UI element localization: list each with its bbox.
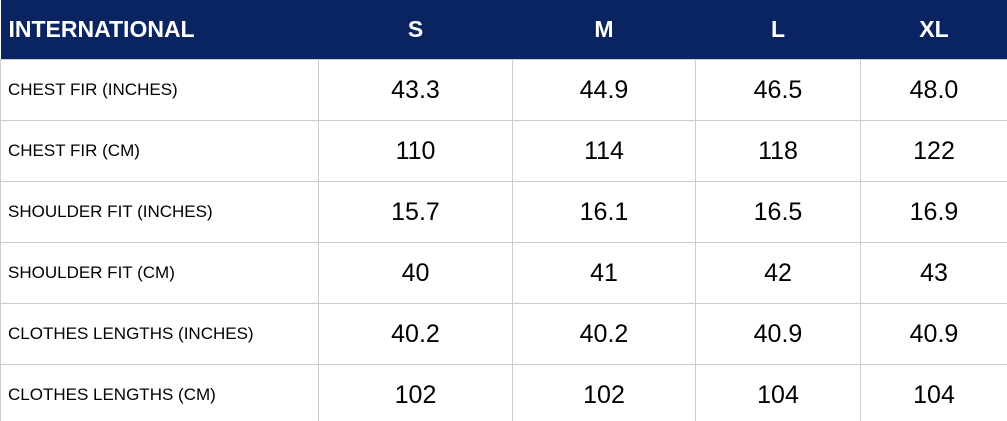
value-cell: 118: [695, 120, 861, 182]
value-cell: 48.0: [860, 59, 1007, 121]
value-cell: 102: [512, 364, 696, 421]
value-cell: 16.9: [860, 181, 1007, 243]
size-chart-body: CHEST FIR (INCHES) 43.3 44.9 46.5 48.0 CHEST …: [0, 59, 1007, 421]
value-cell: 43: [860, 242, 1007, 304]
header-size-l: L: [695, 0, 861, 60]
table-row: SHOULDER FIT (CM) 40 41 42 43: [0, 242, 1007, 304]
table-row: CHEST FIR (INCHES) 43.3 44.9 46.5 48.0: [0, 59, 1007, 121]
row-label: CHEST FIR (INCHES): [0, 59, 319, 121]
value-cell: 104: [860, 364, 1007, 421]
header-international-label: INTERNATIONAL: [0, 0, 319, 60]
table-row: CLOTHES LENGTHS (CM) 102 102 104 104: [0, 364, 1007, 421]
value-cell: 42: [695, 242, 861, 304]
header-size-xl: XL: [860, 0, 1007, 60]
value-cell: 40.9: [860, 303, 1007, 365]
table-row: CLOTHES LENGTHS (INCHES) 40.2 40.2 40.9 40.9: [0, 303, 1007, 365]
value-cell: 102: [318, 364, 513, 421]
row-label: CHEST FIR (CM): [0, 120, 319, 182]
header-row: INTERNATIONAL S M L XL: [0, 0, 1007, 60]
header-size-s: S: [318, 0, 513, 60]
value-cell: 110: [318, 120, 513, 182]
value-cell: 104: [695, 364, 861, 421]
value-cell: 40: [318, 242, 513, 304]
value-cell: 41: [512, 242, 696, 304]
value-cell: 40.2: [318, 303, 513, 365]
value-cell: 15.7: [318, 181, 513, 243]
row-label: CLOTHES LENGTHS (INCHES): [0, 303, 319, 365]
value-cell: 114: [512, 120, 696, 182]
value-cell: 122: [860, 120, 1007, 182]
value-cell: 46.5: [695, 59, 861, 121]
row-label: SHOULDER FIT (CM): [0, 242, 319, 304]
value-cell: 43.3: [318, 59, 513, 121]
header-international-text: INTERNATIONAL: [8, 16, 195, 42]
header-size-m: M: [512, 0, 696, 60]
value-cell: 40.9: [695, 303, 861, 365]
value-cell: 44.9: [512, 59, 696, 121]
row-label: SHOULDER FIT (INCHES): [0, 181, 319, 243]
value-cell: 16.5: [695, 181, 861, 243]
table-row: CHEST FIR (CM) 110 114 118 122: [0, 120, 1007, 182]
table-row: SHOULDER FIT (INCHES) 15.7 16.1 16.5 16.9: [0, 181, 1007, 243]
row-label: CLOTHES LENGTHS (CM): [0, 364, 319, 421]
value-cell: 40.2: [512, 303, 696, 365]
value-cell: 16.1: [512, 181, 696, 243]
